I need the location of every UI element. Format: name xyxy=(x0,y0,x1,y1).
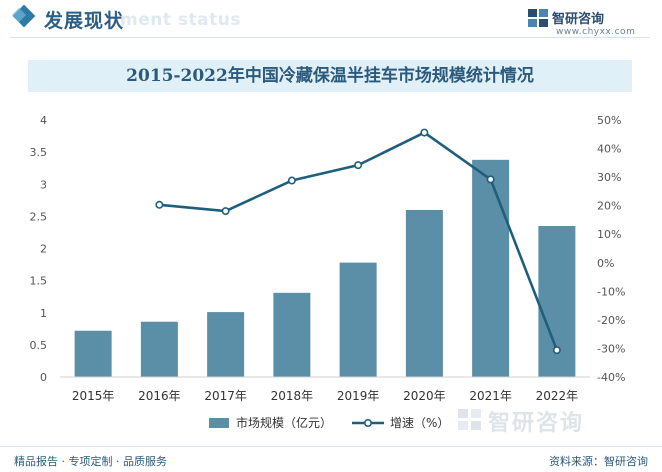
y-right-tick-label: 0% xyxy=(597,257,614,270)
y-right-tick-label: 50% xyxy=(597,114,621,127)
legend-label-bar: 市场规模（亿元） xyxy=(236,415,332,430)
legend-swatch-bar xyxy=(209,418,229,428)
footer-source: 资料来源：智研咨询 xyxy=(549,455,648,468)
bar xyxy=(207,312,245,377)
y-left-tick-label: 1.5 xyxy=(30,275,48,288)
y-left-tick-label: 2 xyxy=(40,243,47,256)
y-right-tick-label: 10% xyxy=(597,228,621,241)
page-footer: 精品报告 · 专项定制 · 品质服务 资料来源：智研咨询 xyxy=(0,446,662,472)
y-left-tick-label: 3 xyxy=(40,178,47,191)
y-right-tick-label: 20% xyxy=(597,200,621,213)
section-title: 发展现状 xyxy=(44,10,125,32)
watermark-logo-icon xyxy=(458,409,481,430)
y-right-tick-label: 30% xyxy=(597,171,621,184)
y-left-tick-label: 0 xyxy=(40,371,47,384)
chart-legend: 市场规模（亿元） 增速（%） xyxy=(209,415,449,430)
y-axis-left-labels: 0 0.5 1 1.5 2 2.5 3 3.5 4 xyxy=(30,114,48,384)
watermark-brand: 智研咨询 xyxy=(488,411,585,436)
y-right-tick-label: 40% xyxy=(597,143,621,156)
x-tick-label: 2015年 xyxy=(72,389,115,403)
y-right-tick-label: -30% xyxy=(597,342,625,355)
chart-title-band: 2015-2022年中国冷藏保温半挂车市场规模统计情况 xyxy=(28,60,632,92)
line-point xyxy=(420,128,429,137)
x-tick-label: 2017年 xyxy=(204,389,247,403)
y-right-tick-label: -20% xyxy=(597,314,625,327)
x-tick-label: 2018年 xyxy=(271,389,314,403)
x-tick-label: 2021年 xyxy=(469,389,512,403)
line-series xyxy=(155,128,561,355)
x-tick-label: 2016年 xyxy=(138,389,181,403)
x-tick-label: 2019年 xyxy=(337,389,380,403)
brand-logo-icon xyxy=(528,9,548,27)
y-left-tick-label: 0.5 xyxy=(30,339,48,352)
brand-url: www.chyxx.com xyxy=(556,27,636,37)
bar xyxy=(472,159,510,377)
bar xyxy=(140,321,178,377)
line-point xyxy=(221,207,230,216)
y-left-tick-label: 1 xyxy=(40,307,47,320)
line-point xyxy=(287,176,296,185)
bar xyxy=(538,226,576,377)
y-left-tick-label: 2.5 xyxy=(30,210,48,223)
brand-name: 智研咨询 xyxy=(552,12,605,27)
section-header: 发展现状 ment status 智研咨询 www.chyxx.com xyxy=(0,0,662,40)
bar xyxy=(273,292,311,377)
x-axis-labels: 2015年 2016年 2017年 2018年 2019年 2020年 2021年 2022年 xyxy=(72,389,578,403)
line-point xyxy=(354,161,363,170)
footer-tagline: 精品报告 · 专项定制 · 品质服务 xyxy=(14,455,167,468)
line-point xyxy=(486,175,495,184)
y-right-tick-label: -40% xyxy=(597,371,625,384)
footer-divider xyxy=(0,446,662,447)
legend-label-line: 增速（%） xyxy=(390,416,449,430)
chart-title: 2015-2022年中国冷藏保温半挂车市场规模统计情况 xyxy=(126,66,534,86)
header-divider xyxy=(10,37,650,38)
y-left-tick-label: 3.5 xyxy=(30,146,48,159)
y-axis-right-labels: -40% -30% -20% -10% 0% 10% 20% 30% 40% 50% xyxy=(597,114,625,384)
legend-swatch-point xyxy=(363,418,372,427)
bar xyxy=(74,330,112,377)
brand-block: 智研咨询 www.chyxx.com xyxy=(528,7,648,37)
x-tick-label: 2022年 xyxy=(536,389,579,403)
bar xyxy=(405,209,443,377)
bar-series xyxy=(60,159,590,378)
bar xyxy=(339,262,377,377)
y-right-tick-label: -10% xyxy=(597,285,625,298)
x-tick-label: 2020年 xyxy=(403,389,446,403)
y-left-tick-label: 4 xyxy=(40,114,47,127)
section-ghost-text: ment status xyxy=(120,10,241,30)
line-point xyxy=(552,346,561,355)
line-point xyxy=(155,200,164,209)
